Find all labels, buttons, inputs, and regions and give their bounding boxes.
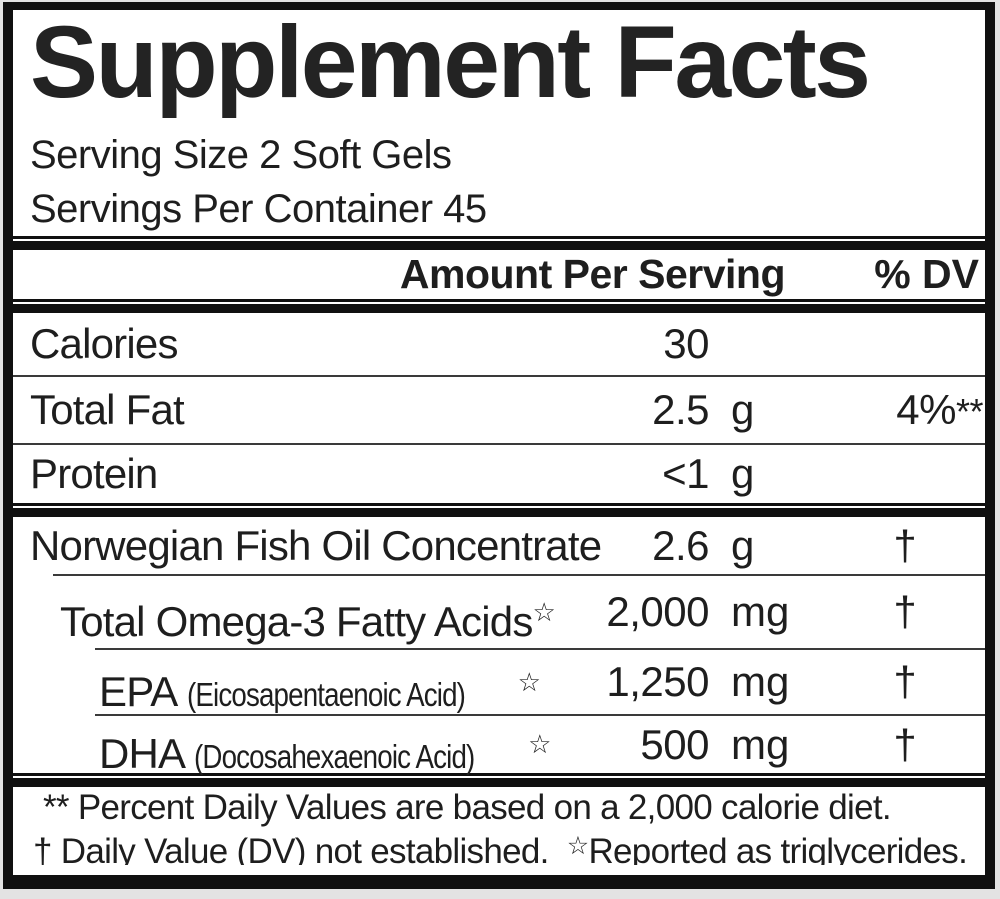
row-separator [95,714,985,716]
column-header-row: Amount Per Serving % DV [13,250,985,299]
amount-value: 1,250 [606,658,709,705]
triglyceride-star-icon: ☆ [517,667,541,697]
dv-asterisks: ** [955,391,984,432]
triglyceride-star-icon: ☆ [566,832,589,860]
nutrient-chemical-name: (Docosahexaenoic Acid) [194,738,475,775]
amount-value: 2.6 [652,522,709,569]
section-divider [13,503,985,517]
section-divider [13,236,985,250]
serving-info: Serving Size 2 Soft Gels Servings Per Co… [30,128,985,236]
nutrient-label: Protein [30,450,158,497]
serving-size-line: Serving Size 2 Soft Gels [30,133,452,177]
reported-as-triglycerides-note: Reported as triglycerides. [588,832,968,865]
nutrient-row-fish-oil: Norwegian Fish Oil Concentrate 2.6 g † [13,517,985,574]
footnote-line-1: ** Percent Daily Values are based on a 2… [43,788,892,827]
ingredient-rows-section: Norwegian Fish Oil Concentrate 2.6 g † T… [13,517,985,777]
section-divider [13,299,985,313]
dv-dagger-symbol: † [893,658,917,705]
amount-value: 2,000 [606,588,709,635]
amount-value: 30 [663,320,709,367]
triglyceride-star-icon: ☆ [528,729,551,759]
label-title: Supplement Facts [30,10,871,119]
dv-dagger-symbol: † [893,588,917,635]
footnote-line-2: † Daily Value (DV) not established. ☆Rep… [33,827,985,865]
amount-value: 2.5 [652,386,709,433]
row-separator [13,443,985,445]
amount-unit: mg [731,721,790,768]
footnote-section: ** Percent Daily Values are based on a 2… [13,787,985,865]
nutrient-row-calories: Calories 30 [13,313,985,375]
nutrient-row-total-fat: Total Fat 2.5 g 4%** [13,377,985,443]
section-divider [13,773,985,787]
triglyceride-star-icon: ☆ [532,597,556,627]
nutrient-label: Total Omega-3 Fatty Acids☆ [13,597,556,645]
dv-percent: 4% [896,386,956,433]
row-separator [13,375,985,377]
nutrient-label: Calories [30,320,178,367]
dv-not-established-note: † Daily Value (DV) not established. [33,832,549,865]
nutrient-label: Norwegian Fish Oil Concentrate [30,522,602,569]
amount-unit: mg [731,588,790,635]
nutrient-name: EPA [99,668,178,715]
amount-unit: mg [731,658,790,705]
nutrient-row-protein: Protein <1 g [13,445,985,503]
nutrient-name: Total Omega-3 Fatty Acids [60,598,533,645]
column-header-dv: % DV [874,251,979,297]
column-header-amount: Amount Per Serving [399,251,786,297]
supplement-facts-label: Supplement Facts Serving Size 2 Soft Gel… [3,2,995,889]
row-separator [95,648,985,650]
amount-unit: g [731,522,755,569]
dv-value: 4%** [896,377,983,445]
servings-per-container-line: Servings Per Container 45 [30,187,487,231]
macro-rows-section: Calories 30 Total Fat 2.5 g 4%** Protein… [13,313,985,503]
amount-value: <1 [662,450,709,497]
amount-value: 500 [640,721,709,768]
nutrient-label: DHA (Docosahexaenoic Acid) ☆ [13,729,551,777]
nutrient-chemical-name: (Eicosapentaenoic Acid) [186,676,466,713]
nutrient-label: EPA (Eicosapentaenoic Acid) ☆ [13,667,541,715]
row-separator [53,574,985,576]
nutrient-name: DHA [99,730,186,777]
amount-unit: g [731,386,755,433]
dv-dagger-symbol: † [893,721,917,768]
amount-unit: g [731,450,755,497]
nutrient-label: Total Fat [30,386,185,433]
nutrient-row-omega3: Total Omega-3 Fatty Acids☆ 2,000 mg † [13,576,985,648]
dv-dagger-symbol: † [893,522,917,569]
nutrient-row-epa: EPA (Eicosapentaenoic Acid) ☆ 1,250 mg † [13,650,985,715]
nutrient-row-dha: DHA (Docosahexaenoic Acid) ☆ 500 mg † [13,716,985,777]
title-section: Supplement Facts Serving Size 2 Soft Gel… [13,10,985,236]
footnote-spacer [549,832,567,865]
